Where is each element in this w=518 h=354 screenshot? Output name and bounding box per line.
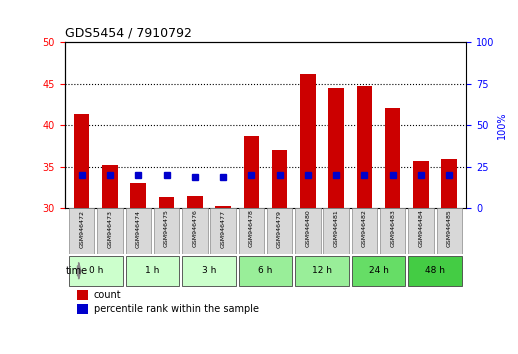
Bar	[154, 208, 179, 254]
Y-axis label: 100%: 100%	[497, 112, 507, 139]
Bar	[125, 208, 151, 254]
Bar	[182, 208, 208, 254]
Text: GSM946485: GSM946485	[447, 210, 452, 247]
Bar	[69, 256, 123, 286]
Bar	[352, 208, 377, 254]
Text: 12 h: 12 h	[312, 266, 332, 275]
Bar	[102, 165, 118, 208]
Bar	[380, 208, 406, 254]
Bar	[125, 256, 179, 286]
FancyArrow shape	[78, 263, 81, 279]
Text: GSM946481: GSM946481	[334, 210, 339, 247]
Bar	[441, 159, 457, 208]
Text: GSM946476: GSM946476	[192, 210, 197, 247]
Bar	[295, 256, 349, 286]
Text: GSM946480: GSM946480	[306, 210, 310, 247]
Bar	[352, 256, 406, 286]
Bar	[413, 161, 429, 208]
Text: GSM946477: GSM946477	[221, 210, 225, 247]
Bar	[215, 206, 231, 208]
Text: 24 h: 24 h	[369, 266, 388, 275]
Bar	[385, 108, 400, 208]
Bar	[295, 208, 321, 254]
Text: GSM946475: GSM946475	[164, 210, 169, 247]
Text: time: time	[65, 266, 88, 276]
Bar	[77, 304, 88, 314]
Text: GSM946483: GSM946483	[390, 210, 395, 247]
Bar	[243, 136, 259, 208]
Bar	[187, 196, 203, 208]
Bar	[328, 88, 344, 208]
Text: GSM946472: GSM946472	[79, 210, 84, 247]
Bar	[239, 208, 264, 254]
Bar	[131, 183, 146, 208]
Text: GSM946479: GSM946479	[277, 210, 282, 247]
Bar	[357, 86, 372, 208]
Bar	[323, 208, 349, 254]
Bar	[97, 208, 123, 254]
Text: GSM946478: GSM946478	[249, 210, 254, 247]
Bar	[210, 208, 236, 254]
Text: percentile rank within the sample: percentile rank within the sample	[94, 304, 258, 314]
Text: GSM946473: GSM946473	[107, 210, 112, 247]
Text: 3 h: 3 h	[202, 266, 216, 275]
Bar	[300, 74, 315, 208]
Bar	[69, 208, 94, 254]
Text: GSM946482: GSM946482	[362, 210, 367, 247]
Bar	[77, 290, 88, 300]
Bar	[437, 208, 462, 254]
Text: 6 h: 6 h	[258, 266, 272, 275]
Bar	[239, 256, 292, 286]
Bar	[182, 256, 236, 286]
Bar	[408, 256, 462, 286]
Bar	[272, 150, 287, 208]
Text: GSM946484: GSM946484	[419, 210, 424, 247]
Bar	[74, 114, 90, 208]
Text: count: count	[94, 290, 121, 300]
Text: GSM946474: GSM946474	[136, 210, 141, 247]
Bar	[408, 208, 434, 254]
Text: 1 h: 1 h	[145, 266, 160, 275]
Text: 0 h: 0 h	[89, 266, 103, 275]
Text: GDS5454 / 7910792: GDS5454 / 7910792	[65, 27, 192, 40]
Text: 48 h: 48 h	[425, 266, 445, 275]
Bar	[159, 196, 174, 208]
Bar	[267, 208, 292, 254]
